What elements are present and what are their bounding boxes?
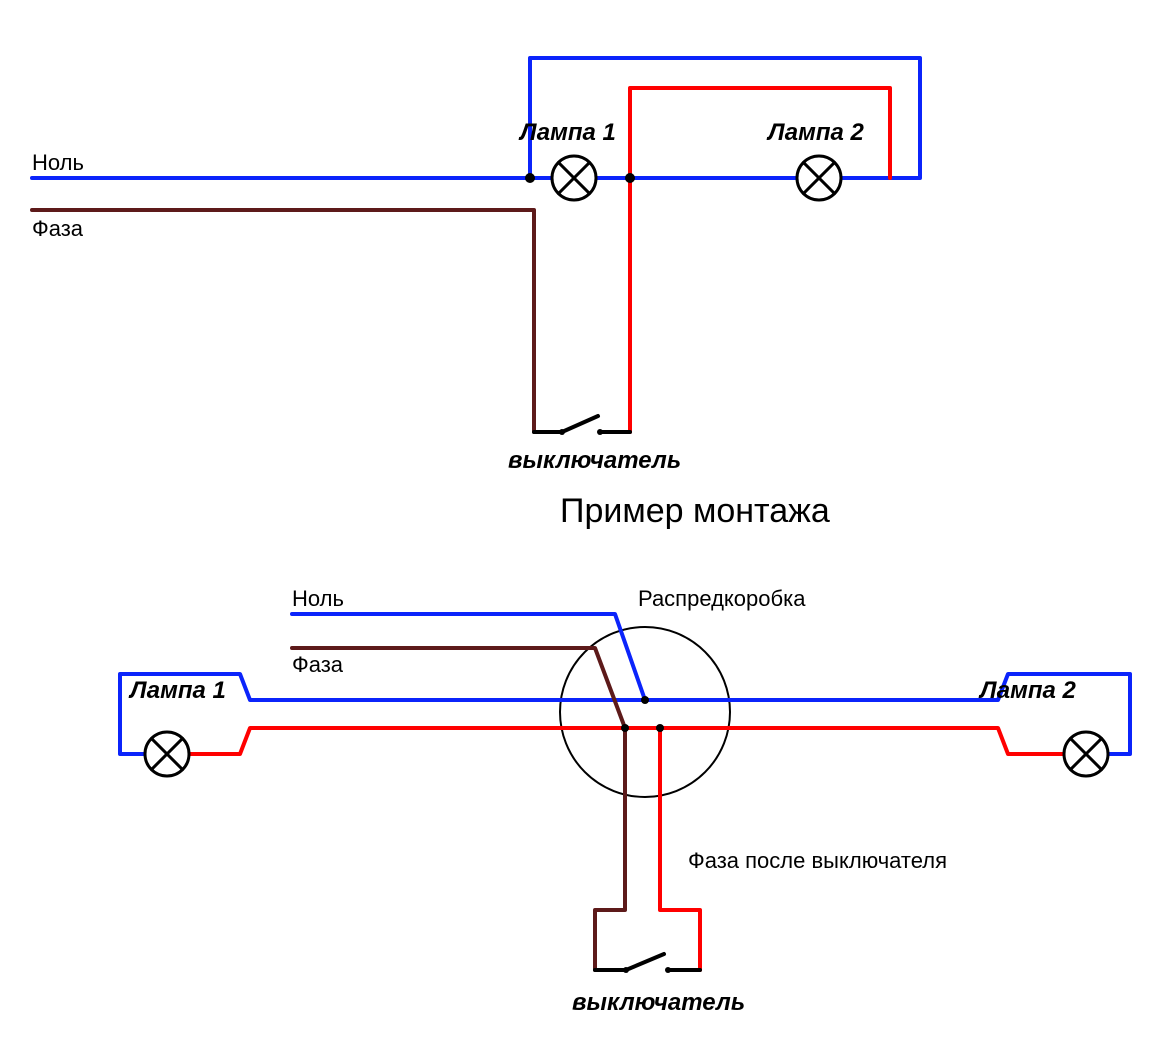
label-phase-bot: Фаза <box>292 652 344 677</box>
lamp-2-top <box>797 156 841 200</box>
label-neutral-bot: Ноль <box>292 586 344 611</box>
label-switch-top: выключатель <box>508 447 681 474</box>
label-lamp2-bot: Лампа 2 <box>978 677 1077 704</box>
label-lamp2-top: Лампа 2 <box>766 119 865 146</box>
label-phase-after: Фаза после выключателя <box>688 848 947 873</box>
label-junction: Распредкоробка <box>638 586 806 611</box>
label-lamp1-top: Лампа 1 <box>518 119 616 146</box>
label-neutral-top: Ноль <box>32 150 84 175</box>
label-phase-top: Фаза <box>32 216 84 241</box>
wiring-diagram: Ноль Фаза Лампа 1 Лампа 2 выключатель Пример … <box>0 0 1169 1056</box>
section-title: Пример монтажа <box>560 492 830 530</box>
lamp-1-top <box>552 156 596 200</box>
lamp-2-bottom <box>1064 732 1108 776</box>
lamp-1-bottom <box>145 732 189 776</box>
label-lamp1-bot: Лампа 1 <box>128 677 226 704</box>
label-switch-bot: выключатель <box>572 989 745 1016</box>
